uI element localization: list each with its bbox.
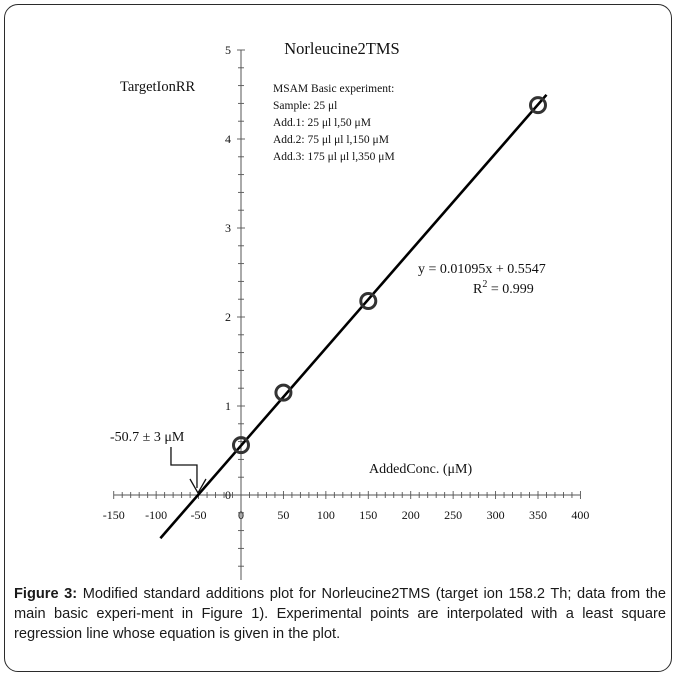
intercept-annotation: -50.7 ± 3 μM: [110, 430, 185, 445]
data-point: [359, 291, 378, 310]
caption-label: Figure 3:: [14, 586, 78, 602]
r-squared-value: = 0.999: [487, 282, 533, 297]
regression-line: [159, 93, 548, 540]
y-tick-label: 4: [225, 132, 231, 146]
data-point: [274, 383, 293, 402]
y-tick-label: 3: [225, 221, 231, 235]
x-tick-label: 250: [444, 508, 462, 522]
y-tick-label: 2: [225, 310, 231, 324]
x-tick-label: 100: [317, 508, 335, 522]
x-tick-label: 150: [359, 508, 377, 522]
regression-chart: -150 -100 -50 0 50 100 150 200 250 300 350 400 -1 0 1 2…: [103, 39, 590, 580]
x-tick-label: 400: [571, 508, 589, 522]
x-axis-label: AddedConc. (μM): [369, 462, 472, 477]
ticks: -150 -100 -50 0 50 100 150 200 250 300 350 400 -1 0 1 2…: [103, 43, 590, 580]
data-point: [529, 96, 547, 115]
chart-title: Norleucine2TMS: [284, 39, 399, 58]
y-tick-label: -1: [221, 577, 231, 580]
data-point: [232, 436, 250, 455]
x-tick-label: 300: [487, 508, 505, 522]
y-tick-label: 1: [225, 399, 231, 413]
x-tick-label: 200: [402, 508, 420, 522]
x-tick-label: -150: [103, 508, 125, 522]
regression-equation: y = 0.01095x + 0.5547: [418, 262, 546, 277]
r-squared-symbol: R: [473, 282, 483, 297]
figure-caption: Figure 3: Modified standard additions pl…: [14, 584, 666, 644]
x-tick-label: -50: [191, 508, 207, 522]
intercept-arrow: [170, 447, 207, 495]
r-squared-exponent: 2: [482, 279, 487, 290]
r-squared: R2 = 0.999: [473, 279, 534, 297]
x-tick-label: -100: [145, 508, 167, 522]
marks: [159, 93, 548, 540]
y-tick-label: 0: [225, 488, 231, 502]
x-tick-label: 50: [277, 508, 289, 522]
y-axis-label: TargetIonRR: [120, 79, 196, 95]
note-line: Sample: 25 μl: [273, 100, 337, 112]
figure-frame: [4, 4, 672, 672]
note-line: Add.3: 175 μl μl l,350 μM: [273, 151, 395, 163]
note-line: MSAM Basic experiment:: [273, 83, 394, 95]
note-line: Add.2: 75 μl μl l,150 μM: [273, 134, 389, 146]
x-tick-label: 0: [238, 508, 244, 522]
x-tick-label: 350: [529, 508, 547, 522]
note-line: Add.1: 25 μl l,50 μM: [273, 117, 371, 129]
caption-text: Modified standard additions plot for Nor…: [14, 586, 666, 642]
y-tick-label: 5: [225, 43, 231, 57]
axes: [113, 50, 581, 580]
experiment-note: MSAM Basic experiment: Sample: 25 μl Add…: [273, 83, 395, 163]
